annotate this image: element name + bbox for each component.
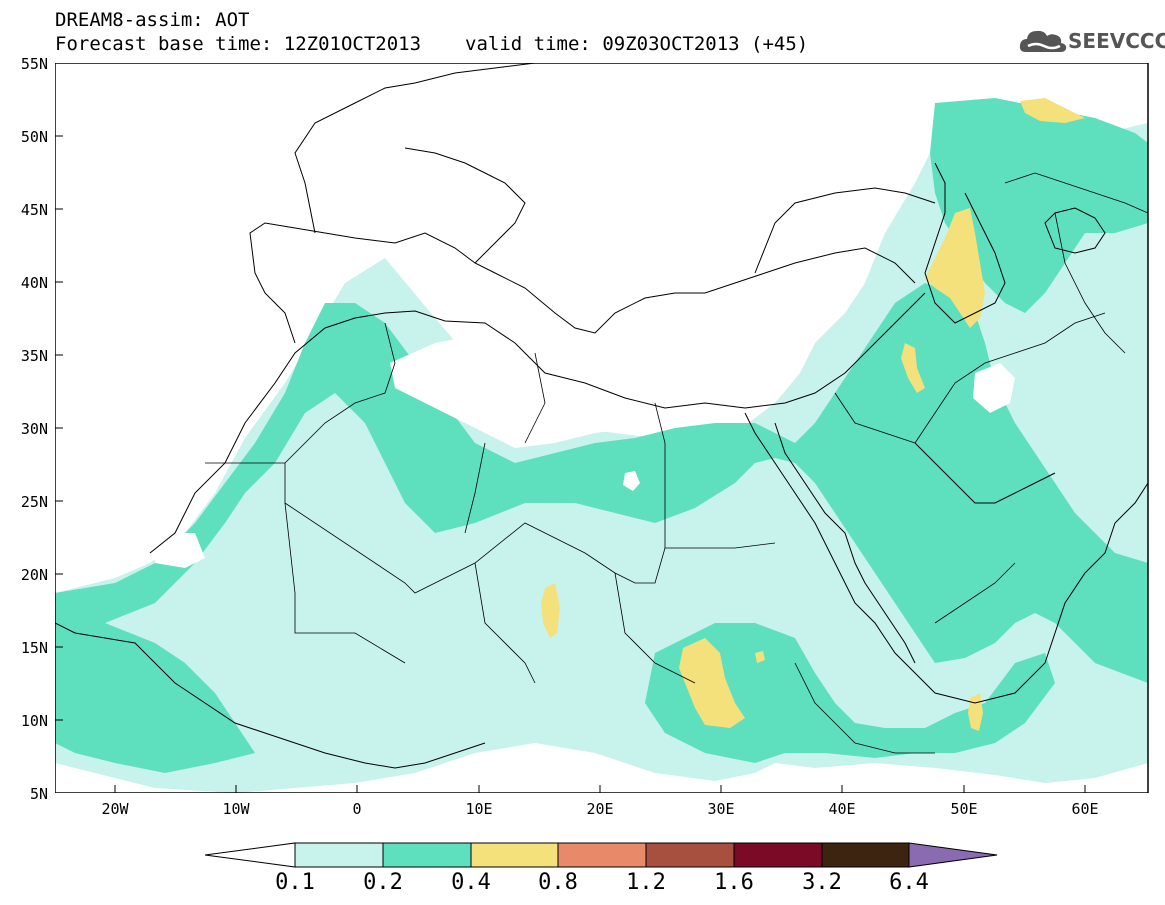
- lon-label-10w: 10W: [222, 800, 250, 818]
- lat-label-55n: 55N: [20, 55, 48, 73]
- country-borders: [205, 172, 1148, 754]
- lon-label-30e: 30E: [707, 800, 735, 818]
- colorbar-swatch-1: [294, 842, 384, 868]
- lon-label-60e: 60E: [1071, 800, 1099, 818]
- colorbar-label-3-2: 3.2: [802, 870, 842, 895]
- lat-label-25n: 25N: [20, 493, 48, 511]
- colorbar-swatch-5: [645, 842, 735, 868]
- colorbar-label-0-2: 0.2: [363, 870, 403, 895]
- lat-label-10n: 10N: [20, 712, 48, 730]
- base-time: Forecast base time: 12Z01OCT2013: [55, 33, 422, 55]
- lon-label-0: 0: [352, 800, 362, 818]
- lat-label-50n: 50N: [20, 128, 48, 146]
- lat-label-5n: 5N: [29, 785, 48, 803]
- lat-label-30n: 30N: [20, 420, 48, 438]
- colorbar-swatch-3: [470, 842, 559, 868]
- colorbar-swatch-6: [733, 842, 823, 868]
- lon-label-20w: 20W: [101, 800, 129, 818]
- cloud-logo-icon: [1019, 30, 1067, 52]
- valid-time: valid time: 09Z03OCT2013 (+45): [465, 33, 809, 55]
- map-title: DREAM8-assim: AOT: [55, 9, 250, 31]
- aot-map: [55, 63, 1149, 793]
- colorbar-over-triangle: [908, 842, 998, 868]
- colorbar-label-6-4: 6.4: [889, 870, 929, 895]
- lat-label-20n: 20N: [20, 566, 48, 584]
- colorbar-label-1-2: 1.2: [626, 870, 666, 895]
- map-frame: [55, 63, 1149, 793]
- lat-label-15n: 15N: [20, 639, 48, 657]
- lon-label-50e: 50E: [950, 800, 978, 818]
- lon-label-20e: 20E: [586, 800, 614, 818]
- colorbar-label-1-6: 1.6: [714, 870, 754, 895]
- colorbar-swatch-2: [382, 842, 472, 868]
- time-line: Forecast base time: 12Z01OCT2013 valid ti…: [55, 34, 808, 54]
- lat-label-35n: 35N: [20, 347, 48, 365]
- axis-ticks: [55, 135, 1086, 793]
- colorbar-label-0-1: 0.1: [275, 870, 315, 895]
- colorbar-label-0-4: 0.4: [451, 870, 491, 895]
- lon-label-10e: 10E: [465, 800, 493, 818]
- colorbar-under-triangle: [205, 842, 296, 868]
- colorbar-swatch-4: [557, 842, 647, 868]
- colorbar: [205, 842, 998, 868]
- lon-label-40e: 40E: [828, 800, 856, 818]
- lat-label-40n: 40N: [20, 274, 48, 292]
- colorbar-label-0-8: 0.8: [538, 870, 578, 895]
- lat-label-45n: 45N: [20, 201, 48, 219]
- aot-band-02: [55, 98, 1148, 773]
- aot-band-04: [541, 98, 1085, 731]
- logo-text: SEEVCCC: [1068, 29, 1165, 53]
- seevccc-logo: SEEVCCC: [1018, 24, 1165, 58]
- colorbar-swatch-7: [821, 842, 910, 868]
- coastlines: [55, 63, 1148, 769]
